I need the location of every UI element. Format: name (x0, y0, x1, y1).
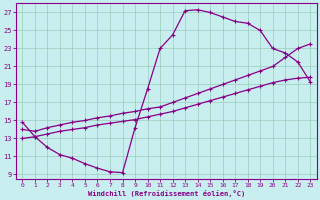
X-axis label: Windchill (Refroidissement éolien,°C): Windchill (Refroidissement éolien,°C) (88, 190, 245, 197)
